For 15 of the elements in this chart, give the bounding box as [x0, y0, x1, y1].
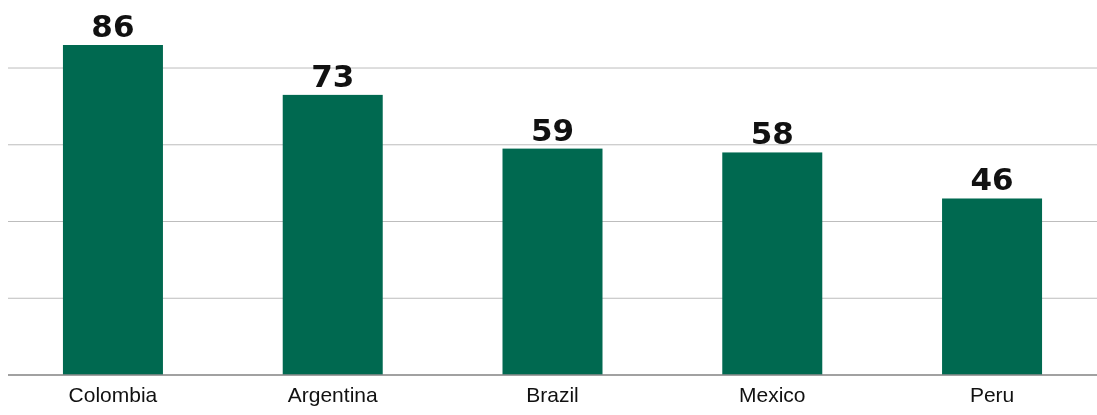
x-tick-label: Brazil: [526, 383, 579, 406]
bar: [942, 198, 1043, 375]
bar: [502, 148, 603, 375]
x-tick-label: Colombia: [68, 383, 158, 406]
x-tick-label: Mexico: [739, 383, 806, 406]
data-label: 59: [530, 111, 575, 148]
bar: [722, 152, 823, 375]
data-label: 46: [970, 161, 1014, 198]
bar: [62, 45, 163, 375]
x-tick-label: Argentina: [287, 383, 378, 406]
data-label: 58: [750, 115, 794, 152]
data-label: 86: [91, 8, 135, 44]
data-label: 73: [311, 57, 355, 94]
bar: [282, 94, 383, 375]
x-tick-label: Peru: [969, 383, 1015, 406]
